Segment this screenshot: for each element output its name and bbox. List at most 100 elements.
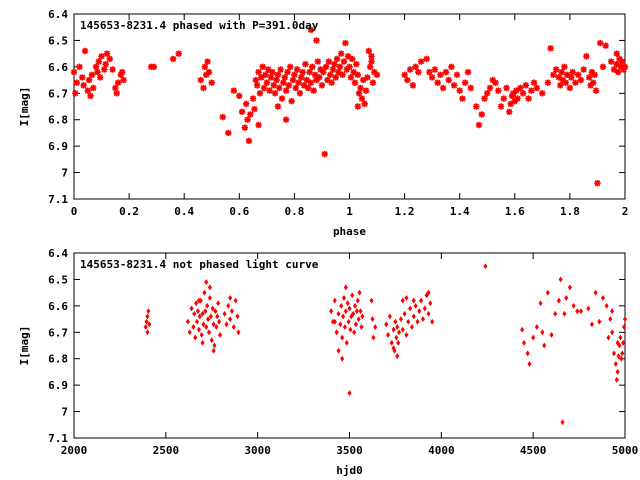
data-point <box>355 297 360 304</box>
data-point <box>117 71 125 78</box>
data-point <box>580 66 587 73</box>
data-point <box>203 308 208 315</box>
data-point <box>274 71 282 78</box>
data-point <box>478 111 485 118</box>
data-point <box>145 313 150 320</box>
data-point <box>506 108 513 115</box>
y-tick-label: 6.7 <box>48 326 68 339</box>
data-point <box>211 347 216 354</box>
data-point <box>467 84 474 92</box>
x-tick-label: 1.6 <box>505 205 525 218</box>
x-tick-label: 1.4 <box>450 205 470 218</box>
data-point <box>589 321 594 328</box>
data-point <box>274 103 282 110</box>
data-point <box>365 47 372 55</box>
data-point <box>583 53 590 60</box>
data-point <box>84 87 91 94</box>
y-tick-label: 6.9 <box>48 140 68 153</box>
data-point <box>230 87 237 94</box>
data-point <box>350 292 355 299</box>
data-point <box>81 47 89 55</box>
data-point <box>357 84 364 92</box>
data-point <box>617 63 625 71</box>
data-point <box>315 74 323 81</box>
y-tick-label: 6.8 <box>48 353 68 366</box>
data-point <box>357 289 362 296</box>
data-point <box>615 369 620 375</box>
data-point <box>260 84 268 92</box>
data-point <box>204 279 209 285</box>
data-point <box>199 332 204 338</box>
data-point <box>143 324 148 330</box>
x-tick-label: 4000 <box>428 444 455 457</box>
data-point <box>389 339 394 346</box>
data-point <box>349 55 356 63</box>
data-point <box>503 84 510 92</box>
data-point <box>453 71 461 78</box>
data-point <box>545 289 550 296</box>
data-point <box>96 74 104 81</box>
data-point <box>619 355 624 362</box>
y-tick-label: 7.1 <box>48 193 68 206</box>
data-points <box>70 26 629 187</box>
data-point <box>208 79 215 86</box>
data-point <box>271 90 279 97</box>
data-point <box>113 90 120 97</box>
data-point <box>359 324 364 330</box>
data-point <box>562 79 569 86</box>
data-point <box>613 361 618 367</box>
data-point <box>585 74 593 81</box>
data-point <box>106 55 114 63</box>
data-point <box>185 318 190 325</box>
data-point <box>317 66 324 73</box>
data-point <box>280 79 287 86</box>
data-point <box>206 329 212 336</box>
data-point <box>371 334 376 341</box>
data-point <box>610 329 615 336</box>
data-point <box>610 308 615 315</box>
data-point <box>310 87 317 94</box>
data-point <box>102 61 109 68</box>
data-point <box>553 310 558 317</box>
data-point <box>302 61 309 68</box>
data-point <box>361 100 368 108</box>
data-point <box>567 284 572 291</box>
data-point <box>527 361 532 367</box>
data-point <box>241 124 249 131</box>
data-point <box>622 324 627 330</box>
data-point <box>415 318 420 325</box>
data-point <box>615 339 620 346</box>
data-point <box>437 71 444 78</box>
data-point <box>311 71 319 78</box>
data-point <box>343 308 348 315</box>
data-point <box>495 87 502 94</box>
chart-title: 145653-8231.4 phased with P=391.0day <box>80 19 319 32</box>
data-point <box>417 308 422 315</box>
data-point <box>203 71 210 78</box>
data-point <box>284 68 291 76</box>
data-point <box>619 58 626 65</box>
data-point <box>401 71 408 78</box>
data-point <box>208 313 213 320</box>
data-point <box>207 284 212 291</box>
data-point <box>318 82 326 89</box>
data-point <box>373 324 378 330</box>
data-point <box>313 37 320 44</box>
data-point <box>332 318 337 325</box>
data-point <box>295 79 302 86</box>
data-point <box>510 90 517 97</box>
data-point <box>307 26 315 34</box>
data-point <box>484 90 491 97</box>
data-point <box>592 87 600 94</box>
data-point <box>342 39 349 47</box>
data-point <box>217 332 223 338</box>
data-point <box>574 71 582 78</box>
data-point <box>195 308 201 315</box>
data-point <box>606 334 611 341</box>
x-axis-ticks: 0 0.2 0.4 0.6 0.8 1 1.2 1.4 1.6 1.8 2 <box>71 14 628 218</box>
data-point <box>547 45 554 52</box>
data-point <box>201 321 206 328</box>
data-point <box>342 324 347 330</box>
data-point <box>562 310 567 317</box>
data-point <box>483 263 488 270</box>
